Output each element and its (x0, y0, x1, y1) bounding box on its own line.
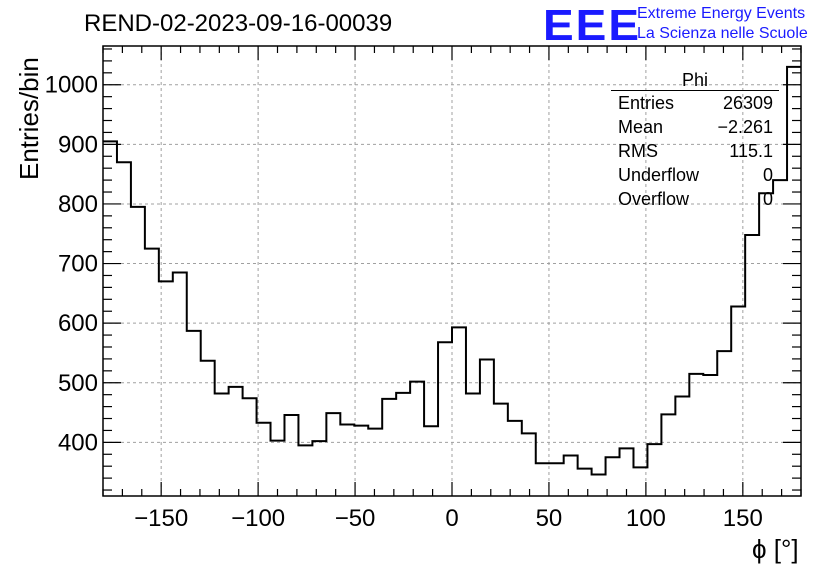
y-axis-label: Entries/bin (14, 57, 44, 180)
x-tick-label: −50 (335, 505, 376, 532)
stats-label: RMS (618, 141, 658, 161)
y-tick-label: 900 (58, 131, 98, 158)
x-tick-label: 0 (445, 505, 458, 532)
y-tick-label: 600 (58, 310, 98, 337)
x-tick-label: 50 (536, 505, 563, 532)
chart-title: REND-02-2023-09-16-00039 (84, 10, 393, 37)
plot-frame (102, 45, 802, 497)
y-tick-label: 800 (58, 191, 98, 218)
histogram-series-phi (103, 65, 801, 476)
logo-line-1: Extreme Energy Events (637, 5, 806, 22)
stats-row-entries: Entries 26309 (611, 91, 779, 115)
y-tick-label: 1000 (45, 72, 98, 99)
stats-value: 0 (762, 189, 773, 209)
y-tick-label: 700 (58, 251, 98, 278)
eee-logo: EEE (543, 0, 642, 50)
y-tick-label: 500 (58, 370, 98, 397)
stats-value: 115.1 (729, 141, 773, 161)
x-tick-label: 100 (626, 505, 666, 532)
x-tick-label: −150 (134, 505, 188, 532)
stats-label: Underflow (618, 165, 700, 185)
stats-label: Entries (618, 93, 675, 113)
stats-row-rms: RMS 115.1 (611, 139, 779, 163)
stats-value: −2.261 (717, 117, 773, 137)
stats-row-mean: Mean −2.261 (611, 115, 779, 139)
stats-label: Overflow (618, 189, 690, 209)
stats-row-overflow: Overflow 0 (611, 187, 779, 211)
stats-value: 26309 (722, 93, 773, 113)
stats-label: Mean (618, 117, 664, 137)
stats-row-underflow: Underflow 0 (611, 163, 779, 187)
x-tick-label: 150 (723, 505, 763, 532)
logo-line-2: La Scienza nelle Scuole (637, 25, 808, 42)
grid-lines (103, 46, 801, 496)
x-axis-label: ϕ [°] (752, 534, 799, 564)
stats-title: Phi (611, 70, 779, 91)
logo-caption: Extreme Energy Events La Scienza nelle S… (637, 4, 808, 44)
y-tick-labels: 400 500 600 700 800 900 1000 (45, 72, 98, 457)
y-tick-label: 400 (58, 429, 98, 456)
x-tick-labels: −150 −100 −50 0 50 100 150 (134, 505, 763, 532)
x-tick-label: −100 (231, 505, 285, 532)
stats-value: 0 (762, 165, 773, 185)
stats-box: Phi Entries 26309 Mean −2.261 RMS 115.1 … (611, 70, 779, 211)
